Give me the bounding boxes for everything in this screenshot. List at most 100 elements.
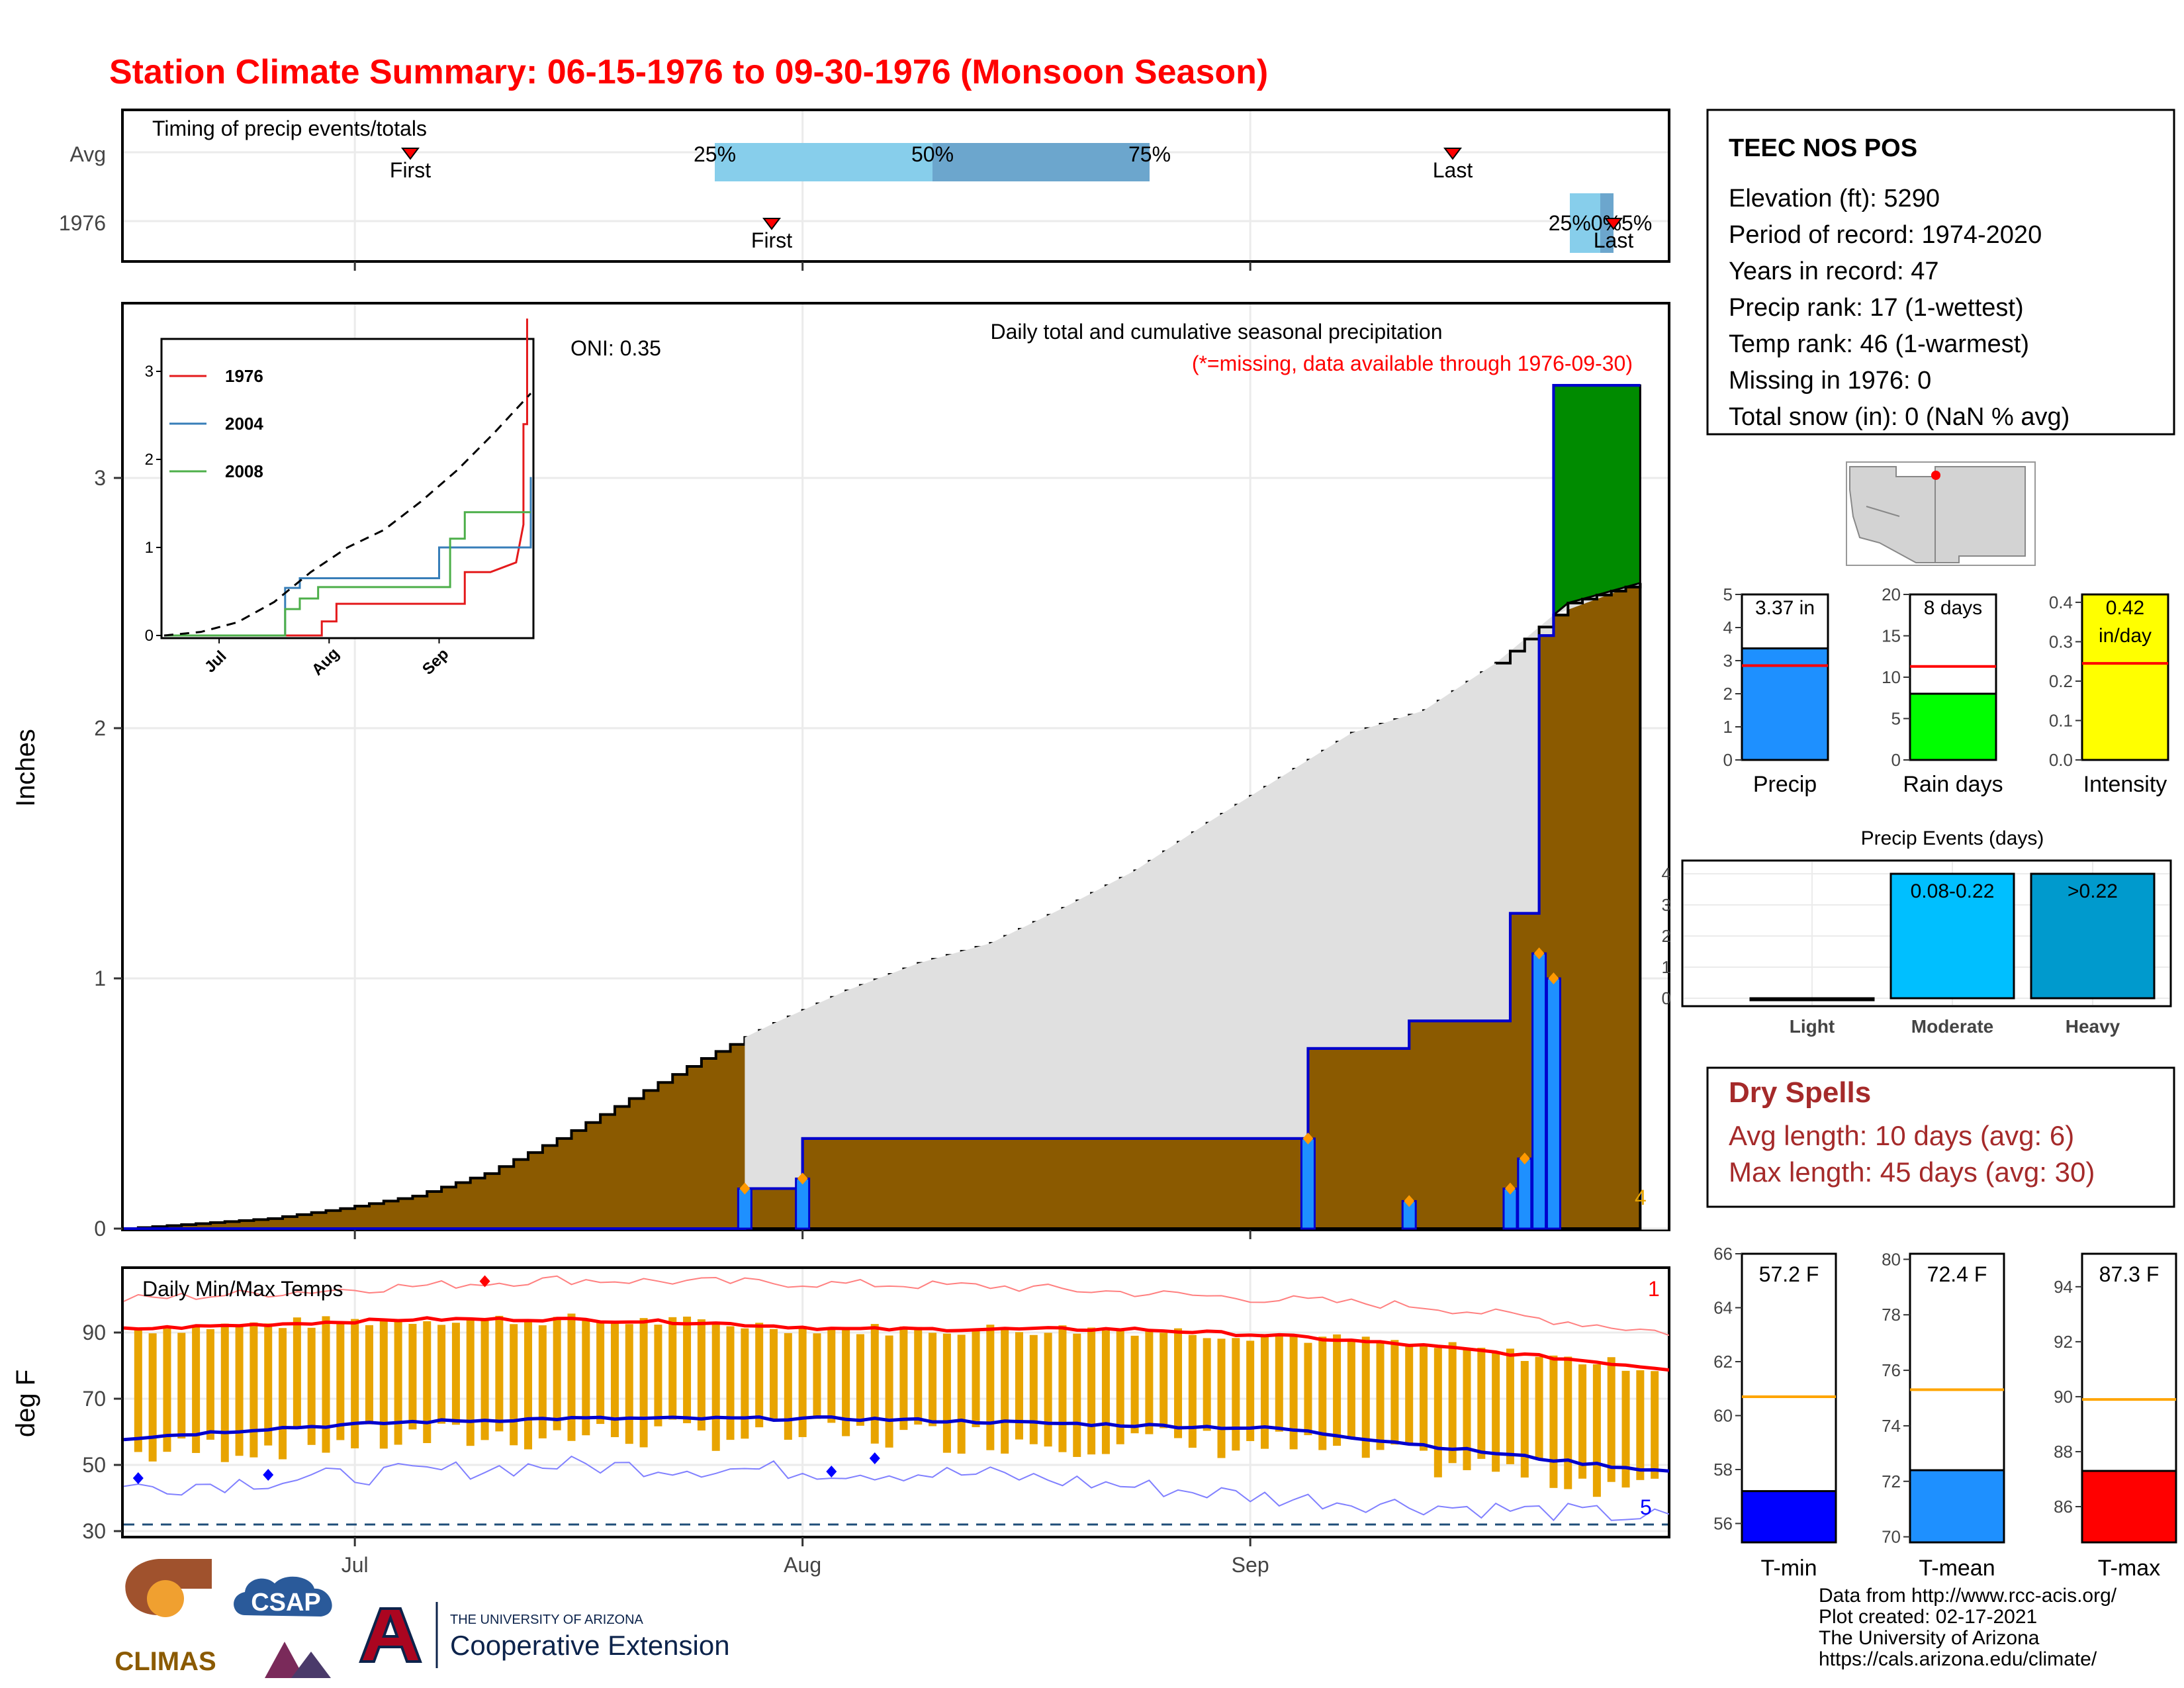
summary-value: 0.42 (2106, 597, 2144, 619)
station-info-line: Years in record: 47 (1729, 258, 1939, 285)
footer-line: Plot created: 02-17-2021 (1819, 1606, 2037, 1628)
timing-row-year: 1976 (59, 211, 106, 235)
summary-tick-label: 10 (1882, 667, 1901, 687)
station-info-line: Period of record: 1974-2020 (1729, 221, 2042, 249)
x-tick-label: Sep (1232, 1553, 1269, 1577)
station-info-line: Missing in 1976: 0 (1729, 367, 1931, 395)
daily-temp-bar (1492, 1352, 1500, 1472)
precip-panel: 0 1 2 3 Daily total and cumulative seasonal… (11, 302, 1670, 1241)
inset-legend-label: 1976 (225, 366, 263, 386)
daily-temp-bar (1101, 1330, 1110, 1454)
footer-line: The University of Arizona (1819, 1627, 2040, 1649)
avg-p25-label: 25% (694, 142, 736, 166)
temp-summary-label: T-min (1761, 1556, 1817, 1581)
page-title: Station Climate Summary: 06-15-1976 to 0… (109, 53, 1268, 91)
daily-precip-bar (795, 1177, 811, 1230)
daily-temp-bar (1130, 1335, 1139, 1434)
ua-block-a (359, 1607, 422, 1663)
daily-temp-bar (192, 1325, 201, 1453)
daily-temp-bar (1217, 1338, 1226, 1458)
x-tick-label: Aug (784, 1553, 821, 1577)
daily-temp-bar (929, 1333, 937, 1427)
footer-text: Data from http://www.rcc-acis.org/Plot c… (1819, 1585, 2117, 1670)
daily-temp-bar (697, 1319, 705, 1430)
daily-temp-bar (1433, 1348, 1442, 1477)
daily-temp-bar (148, 1333, 157, 1462)
footer-line: Data from http://www.rcc-acis.org/ (1819, 1585, 2117, 1607)
summary-value: 8 days (1924, 597, 1982, 619)
daily-temp-bar (163, 1328, 171, 1452)
yr-last-marker (1604, 218, 1623, 230)
daily-temp-bar (480, 1317, 489, 1440)
inset-legend-label: 2004 (225, 414, 263, 434)
daily-temp-bar (741, 1328, 749, 1439)
summary-tick-label: 15 (1882, 626, 1901, 646)
daily-temp-bar (538, 1325, 547, 1438)
temps-ytick-label: 30 (82, 1519, 106, 1543)
daily-temp-bar (336, 1323, 345, 1440)
daily-temp-bar (451, 1323, 460, 1425)
avg-first-marker (401, 148, 420, 160)
daily-temp-bar (495, 1315, 504, 1432)
daily-temp-bar (235, 1325, 244, 1456)
dry-spells-max: Max length: 45 days (avg: 30) (1729, 1156, 2095, 1188)
daily-temp-bar (784, 1333, 792, 1440)
events-tick-label: 1 (1662, 957, 1671, 977)
daily-temp-bar (1390, 1340, 1399, 1445)
summary-tick-label: 4 (1723, 618, 1733, 637)
avg-min-line (123, 1415, 1670, 1473)
daily-temp-bar (1477, 1347, 1486, 1459)
daily-temp-bar (942, 1333, 951, 1453)
daily-temp-bar (1636, 1370, 1645, 1480)
daily-temp-bar (914, 1327, 923, 1425)
yr-first-label: First (751, 228, 792, 252)
daily-temp-bar (1116, 1329, 1124, 1444)
summary-label: Precip (1753, 772, 1817, 797)
avg-p50-label: 50% (911, 142, 954, 166)
daily-temp-bar (1564, 1356, 1572, 1489)
station-location-dot (1931, 471, 1940, 480)
record-min-line (123, 1455, 1670, 1522)
daily-temp-bar (654, 1325, 662, 1427)
record-max-marker (479, 1275, 490, 1288)
precip-ytick-label: 1 (94, 966, 106, 990)
summary-label: Intensity (2083, 772, 2167, 797)
daily-temp-bar (351, 1319, 359, 1448)
daily-temp-bar (1174, 1328, 1183, 1438)
daily-temp-bar (1289, 1336, 1298, 1450)
record-max-count: 1 (1648, 1277, 1660, 1301)
summary-tick-label: 2 (1723, 684, 1733, 704)
temp-summary-tick-label: 80 (1882, 1249, 1901, 1269)
daily-temp-bar (322, 1316, 330, 1453)
daily-temp-bar (1188, 1335, 1197, 1448)
temp-summary-label: T-mean (1919, 1556, 1995, 1581)
daily-temp-bar (1232, 1338, 1240, 1451)
yr-last-label: Last (1594, 228, 1634, 252)
temps-ylabel: deg F (11, 1370, 40, 1437)
temp-summary-value: 72.4 F (1927, 1262, 1987, 1286)
dry-spells-box: Dry Spells Avg length: 10 days (avg: 6) … (1706, 1066, 2175, 1208)
record-min-marker (869, 1452, 880, 1464)
inset-legend-label: 2008 (225, 461, 263, 481)
daily-precip-bar (1517, 1157, 1533, 1230)
yr-50-75-box (1600, 193, 1614, 253)
daily-precip-marker (1533, 947, 1545, 960)
record-min-marker (132, 1472, 144, 1484)
summary-tick-label: 0.4 (2049, 592, 2073, 612)
dry-spells-frame (1706, 1066, 2175, 1208)
daily-temp-bar (1058, 1325, 1067, 1452)
daily-temp-bar (524, 1319, 533, 1450)
temps-ytick-label: 50 (82, 1453, 106, 1477)
daily-temp-bar (798, 1326, 807, 1437)
event-count-label: 4 (1635, 1186, 1647, 1209)
daily-temp-bar (1578, 1364, 1587, 1479)
event-category-label: Heavy (2066, 1016, 2120, 1037)
year-cumulative-line-top (124, 384, 1641, 1230)
daily-temp-bar (1203, 1338, 1211, 1431)
record-min-marker (826, 1466, 837, 1477)
avg-cumulative-outline (1496, 583, 1642, 665)
daily-temp-bar (1592, 1364, 1601, 1497)
daily-temp-bar (466, 1319, 475, 1446)
daily-temp-bar (1621, 1370, 1630, 1488)
csap-mountain (265, 1642, 304, 1678)
